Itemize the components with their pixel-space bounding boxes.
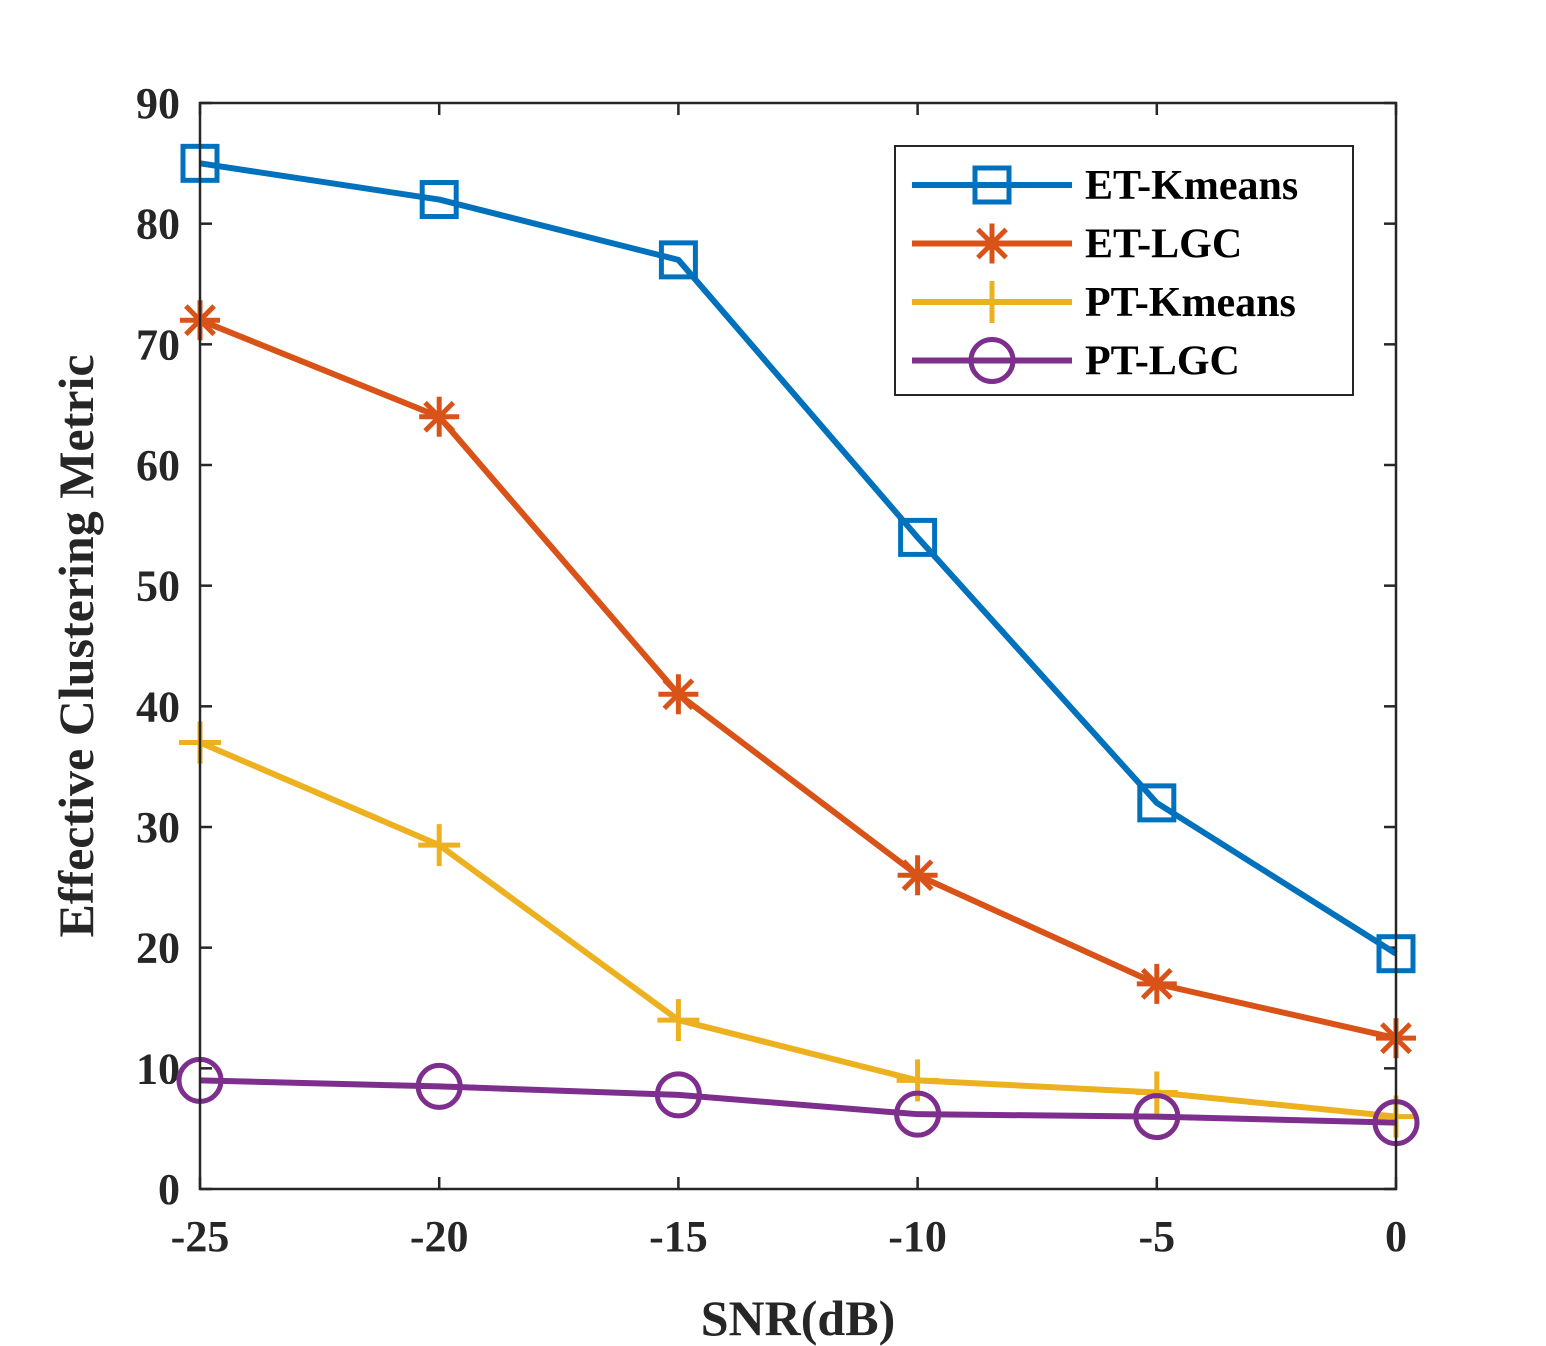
data-point-pt-kmeans [657, 999, 700, 1042]
y-tick-label: 90 [136, 79, 180, 128]
y-tick-label: 10 [136, 1044, 180, 1093]
y-tick-label: 60 [136, 441, 180, 490]
legend-item-pt-lgc: PT-LGC [912, 337, 1240, 385]
y-tick-label: 0 [158, 1165, 180, 1214]
y-tick-label: 80 [136, 200, 180, 249]
y-tick-label: 50 [136, 562, 180, 611]
legend: ET-Kmeans ET-LGC PT-Kmeans PT-LGC [894, 145, 1354, 396]
series-layer [176, 143, 1420, 1147]
data-point-et-kmeans [419, 180, 459, 220]
x-tick-label: -20 [410, 1212, 469, 1261]
series-et-lgc [180, 300, 1416, 1059]
y-tick-label: 30 [136, 803, 180, 852]
legend-marker-et-kmeans [972, 165, 1012, 205]
data-point-et-lgc [897, 855, 938, 896]
x-axis-title: SNR(dB) [701, 1290, 895, 1346]
y-axis-title: Effective Clustering Metric [48, 354, 104, 937]
y-tick-label: 20 [136, 924, 180, 973]
data-point-pt-kmeans [1135, 1071, 1178, 1114]
ticks-layer: 0 10 20 30 40 50 60 70 80 90 -25 -20 -15 -10 -5 0 [136, 79, 1407, 1261]
series-line-et-kmeans [199, 160, 1398, 957]
data-point-et-lgc [658, 674, 699, 715]
x-tick-label: -5 [1138, 1212, 1175, 1261]
data-point-et-lgc [1136, 963, 1177, 1004]
legend-item-et-kmeans: ET-Kmeans [912, 163, 1298, 209]
legend-item-pt-kmeans: PT-Kmeans [912, 280, 1296, 326]
legend-marker-et-lgc [972, 223, 1012, 264]
x-tick-label: -15 [649, 1212, 708, 1261]
data-point-et-kmeans [898, 517, 938, 557]
data-point-pt-lgc [1133, 1093, 1181, 1141]
data-point-et-lgc [419, 396, 460, 437]
legend-marker-pt-lgc [968, 337, 1016, 384]
x-tick-label: -25 [171, 1212, 230, 1261]
legend-item-et-lgc: ET-LGC [912, 222, 1242, 268]
legend-label: ET-Kmeans [1085, 163, 1298, 209]
legend-marker-pt-kmeans [971, 281, 1013, 323]
data-point-pt-lgc [654, 1071, 702, 1119]
data-point-pt-lgc [894, 1090, 942, 1138]
x-tick-label: 0 [1385, 1212, 1407, 1261]
data-point-et-kmeans [1137, 783, 1177, 823]
y-tick-label: 40 [136, 682, 180, 731]
plot-frame [198, 101, 1398, 1191]
legend-label: PT-Kmeans [1085, 280, 1296, 326]
y-tick-label: 70 [136, 320, 180, 369]
legend-label: ET-LGC [1085, 222, 1242, 268]
series-line-et-lgc [198, 317, 1397, 1042]
series-line-pt-kmeans [198, 739, 1397, 1120]
data-point-pt-lgc [415, 1062, 463, 1110]
legend-label: PT-LGC [1085, 339, 1240, 385]
x-tick-label: -10 [888, 1212, 947, 1261]
data-point-et-kmeans [658, 240, 698, 280]
data-point-pt-kmeans [418, 824, 461, 867]
series-line-pt-lgc [199, 1077, 1397, 1126]
